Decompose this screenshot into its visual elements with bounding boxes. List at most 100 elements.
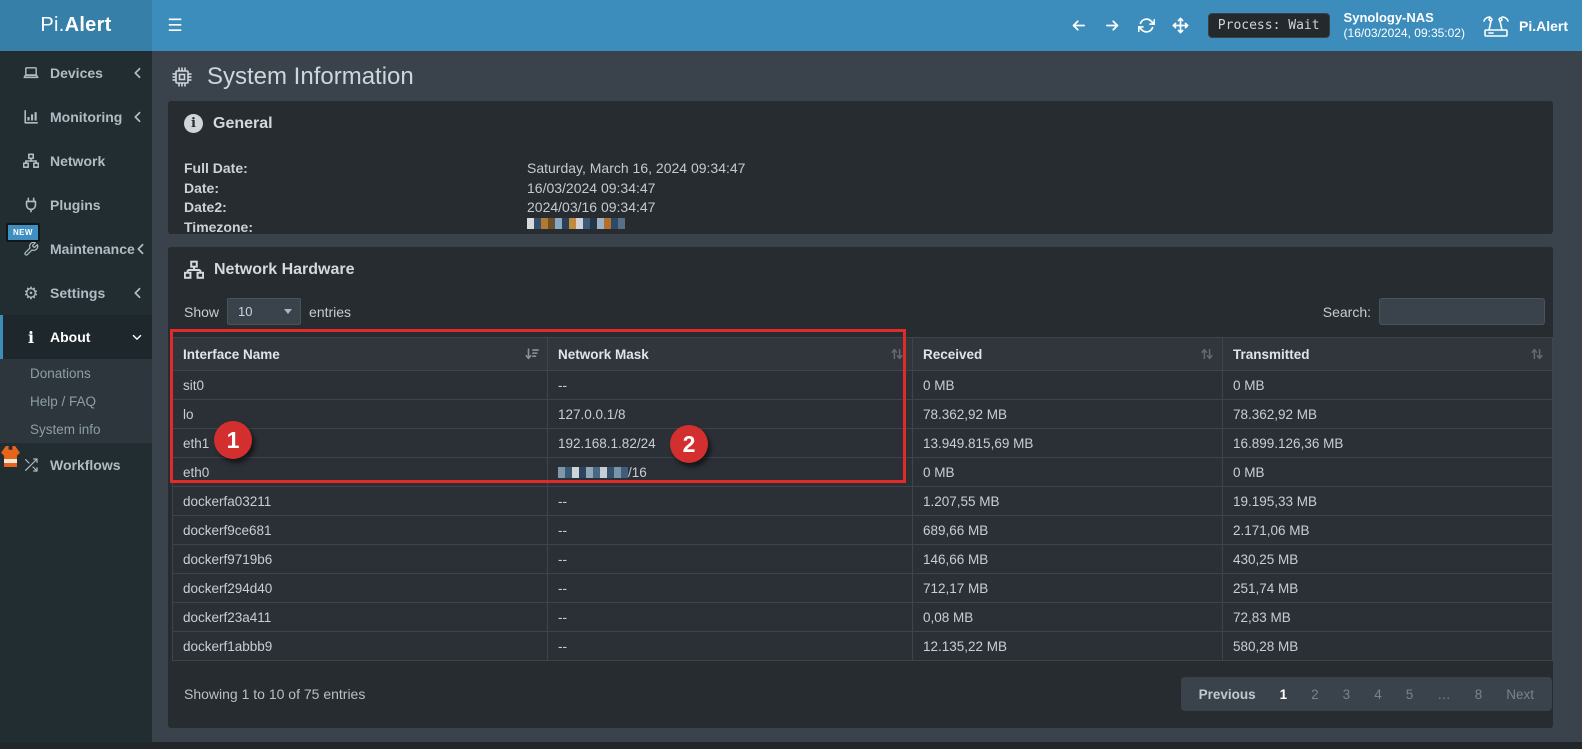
page-size-value: 10 [238, 304, 253, 319]
logo-bold: Alert [64, 14, 112, 36]
sidebar-item-monitoring[interactable]: Monitoring [0, 95, 152, 139]
column-label: Network Mask [558, 346, 649, 362]
redacted-timezone-mosaic [527, 218, 625, 230]
column-header-network-mask[interactable]: Network Mask [547, 337, 913, 371]
sidebar-item-label: Devices [50, 65, 103, 81]
column-header-transmitted[interactable]: Transmitted [1222, 337, 1553, 371]
sidebar-item-devices[interactable]: Devices [0, 51, 152, 95]
table-footer: Showing 1 to 10 of 75 entries Previous 1… [168, 661, 1553, 725]
cell-received: 1.207,55 MB [912, 486, 1223, 516]
column-header-received[interactable]: Received [912, 337, 1223, 371]
column-header-interface-name[interactable]: Interface Name [172, 337, 548, 371]
pagination-previous[interactable]: Previous [1198, 686, 1256, 702]
cell-received: 0 MB [912, 457, 1223, 487]
cell-interface: lo [172, 399, 548, 429]
cell-transmitted: 19.195,33 MB [1222, 486, 1553, 516]
sidebar-item-network[interactable]: Network [0, 139, 152, 183]
sidebar-item-label: Plugins [50, 197, 101, 213]
nav-forward-button[interactable] [1096, 0, 1130, 51]
chevron-down-icon [132, 331, 142, 343]
column-label: Transmitted [1233, 346, 1310, 362]
general-panel-header: i General [168, 101, 1553, 137]
field-label: Full Date: [184, 160, 248, 176]
fullscreen-move-button[interactable] [1164, 0, 1198, 51]
pagination-page-2[interactable]: 2 [1311, 686, 1319, 702]
sidebar-item-about[interactable]: i About [0, 315, 152, 359]
chevron-left-icon [132, 67, 142, 79]
host-timestamp: (16/03/2024, 09:35:02) [1343, 26, 1465, 41]
cell-transmitted: 16.899.126,36 MB [1222, 428, 1553, 458]
sidebar-item-workflows[interactable]: Workflows [0, 443, 152, 487]
wrench-icon [21, 241, 41, 257]
window-bottom-edge [0, 742, 1582, 749]
page-title: System Information [207, 63, 414, 90]
show-label: Show [184, 303, 220, 320]
table-header-row: Interface Name Network Mask Received Tra… [172, 337, 1553, 371]
chevron-left-icon [135, 243, 145, 255]
about-submenu: Donations Help / FAQ System info [0, 359, 152, 443]
sidebar-subitem-system-info[interactable]: System info [0, 415, 152, 443]
construction-vest-icon [1, 446, 20, 467]
cell-interface: dockerf23a411 [172, 602, 548, 632]
cell-mask-redacted: /16 [547, 457, 913, 487]
network-hardware-panel: Network Hardware Show 10 entries Search: [168, 247, 1553, 728]
refresh-icon [1138, 18, 1156, 33]
sidebar-subitem-help-faq[interactable]: Help / FAQ [0, 387, 152, 415]
sidebar-item-plugins[interactable]: Plugins [0, 183, 152, 227]
cell-received: 12.135,22 MB [912, 631, 1223, 661]
cell-received: 78.362,92 MB [912, 399, 1223, 429]
refresh-button[interactable] [1130, 0, 1164, 51]
page-size-select[interactable]: 10 [227, 298, 302, 325]
cell-mask: -- [547, 486, 913, 516]
sort-both-icon [890, 347, 904, 362]
laptop-icon [21, 65, 41, 81]
cell-mask: 192.168.1.82/24 [547, 428, 913, 458]
table-row: eth1 192.168.1.82/24 13.949.815,69 MB 16… [172, 428, 1553, 458]
pagination-page-5[interactable]: 5 [1405, 686, 1414, 702]
field-label: Timezone: [184, 219, 253, 236]
sidebar-item-settings[interactable]: ⚙ Settings [0, 271, 152, 315]
sidebar-item-label: Settings [50, 285, 106, 301]
topbar-actions: Process: Wait Synology-NAS (16/03/2024, … [1062, 0, 1582, 51]
hamburger-icon: ☰ [167, 15, 183, 35]
arrow-left-icon [1072, 20, 1086, 31]
sidebar-subitem-donations[interactable]: Donations [0, 359, 152, 387]
network-hardware-header: Network Hardware [168, 247, 1553, 284]
field-row-full-date: Full Date: Saturday, March 16, 2024 09:3… [184, 159, 1537, 179]
sidebar-item-maintenance[interactable]: Maintenance [0, 227, 152, 271]
pagination-next[interactable]: Next [1506, 686, 1534, 702]
pagination-page-8[interactable]: 8 [1474, 686, 1483, 702]
field-label: Date2: [184, 199, 227, 216]
table-controls: Show 10 entries Search: [168, 284, 1553, 337]
cell-mask: -- [547, 573, 913, 603]
gear-icon: ⚙ [23, 283, 39, 303]
chevron-left-icon [132, 287, 142, 299]
cell-received: 13.949.815,69 MB [912, 428, 1223, 458]
cell-mask: -- [547, 602, 913, 632]
info-circle-icon: i [184, 114, 203, 133]
app-logo[interactable]: Pi. Alert [0, 0, 152, 51]
cell-received: 0 MB [912, 370, 1223, 400]
sidebar-toggle-button[interactable]: ☰ [152, 0, 198, 51]
cell-received: 712,17 MB [912, 573, 1223, 603]
pagination-page-3[interactable]: 3 [1342, 686, 1351, 702]
subitem-label: System info [30, 421, 101, 437]
search-input[interactable] [1379, 298, 1545, 325]
pagination: Previous 1 2 3 4 5 … 8 Next [1180, 677, 1552, 711]
nav-back-button[interactable] [1062, 0, 1096, 51]
cell-received: 689,66 MB [912, 515, 1223, 545]
sort-desc-icon [525, 347, 539, 362]
cell-transmitted: 0 MB [1222, 370, 1553, 400]
move-icon [1172, 17, 1189, 34]
table-row: dockerf9719b6 -- 146,66 MB 430,25 MB [172, 544, 1553, 574]
cell-interface: dockerf9ce681 [172, 515, 548, 545]
pagination-page-1[interactable]: 1 [1279, 686, 1288, 702]
field-value: Saturday, March 16, 2024 09:34:47 [527, 160, 746, 176]
redacted-mask-mosaic [558, 467, 628, 479]
cell-mask: -- [547, 515, 913, 545]
pagination-page-4[interactable]: 4 [1374, 686, 1382, 702]
general-panel: i General Full Date: Saturday, March 16,… [168, 101, 1553, 235]
cell-received: 0,08 MB [912, 602, 1223, 632]
info-icon: i [27, 327, 35, 347]
sidebar: Devices Monitoring Network Plugins Maint… [0, 51, 152, 749]
